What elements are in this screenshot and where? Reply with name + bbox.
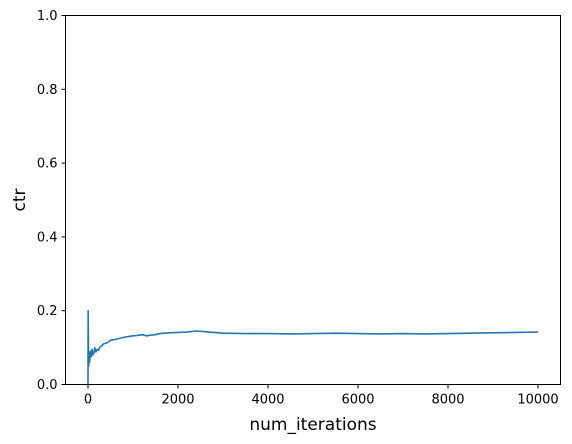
axes-frame [65,15,561,385]
x-tick-label: 0 [84,393,92,408]
y-axis: 0.0 0.2 0.4 0.6 0.8 1.0 [37,9,66,393]
x-tick-label: 8000 [431,393,464,408]
x-axis: 0 2000 4000 6000 8000 10000 [84,384,559,408]
plot-area [87,309,539,385]
x-tick-label: 6000 [341,393,374,408]
y-tick-label: 0.8 [37,83,58,98]
x-tick-label: 10000 [517,393,558,408]
y-tick-label: 0.0 [37,378,58,393]
y-axis-title: ctr [10,188,30,211]
y-tick-label: 0.6 [37,157,58,172]
y-tick-label: 0.4 [37,230,58,245]
x-tick-label: 4000 [251,393,284,408]
y-tick-label: 0.2 [37,304,58,319]
x-axis-title: num_iterations [249,415,376,435]
x-tick-label: 2000 [161,393,194,408]
y-tick-label: 1.0 [37,9,58,24]
series-line-0 [87,309,539,385]
